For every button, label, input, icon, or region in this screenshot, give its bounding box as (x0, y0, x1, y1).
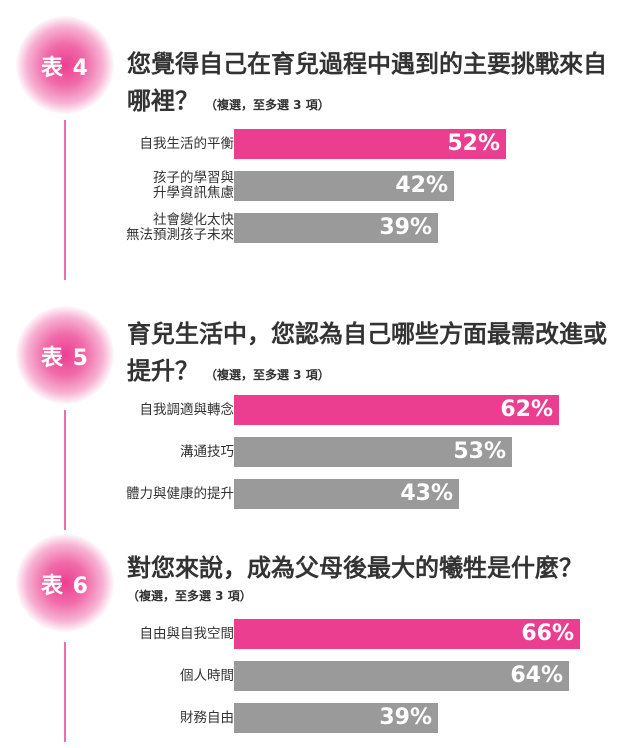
question-title: 育兒生活中，您認為自己哪些方面最需改進或提升？ （複選，至多選 3 項） (127, 316, 627, 394)
question-note: （複選，至多選 3 項） (127, 589, 252, 603)
divider-line (64, 410, 66, 530)
category-label: 自我生活的平衡 (34, 128, 235, 160)
bar: 62% (234, 395, 559, 425)
bar-row: 個人時間 64% (0, 660, 644, 692)
category-label-line: 體力與健康的提升 (126, 485, 234, 502)
category-label-line: 無法預測孩子未來 (126, 227, 234, 243)
bar: 43% (234, 479, 459, 509)
category-label: 自由與自我空間 (34, 618, 235, 650)
bar-row: 自我生活的平衡 52% (0, 128, 644, 160)
question-text: 育兒生活中，您認為自己哪些方面最需改進或提升？ (127, 320, 607, 385)
badge-label: 表 4 (41, 56, 89, 81)
bar: 42% (234, 171, 454, 201)
category-label: 財務自由 (34, 702, 234, 734)
bar-row: 體力與健康的提升 43% (0, 478, 644, 510)
question-text: 對您來說，成為父母後最大的犧牲是什麼？ (127, 554, 583, 582)
category-label-line: 自我生活的平衡 (139, 135, 235, 152)
bar-value-label: 42% (395, 173, 448, 198)
bar-value-label: 66% (521, 621, 574, 646)
category-label-line: 財務自由 (180, 709, 234, 726)
bar-value-label: 62% (500, 397, 553, 422)
category-label-line: 個人時間 (180, 667, 234, 684)
category-label: 溝通技巧 (34, 436, 234, 468)
category-label-line: 自由與自我空間 (139, 625, 235, 642)
category-label-line: 社會變化太快 (153, 212, 234, 228)
category-label: 體力與健康的提升 (34, 478, 234, 510)
bar-value-label: 43% (400, 481, 453, 506)
bar: 39% (234, 213, 438, 243)
badge-label: 表 5 (41, 346, 89, 371)
category-label: 個人時間 (34, 660, 234, 692)
divider-line (64, 120, 66, 280)
bar-value-label: 53% (453, 439, 506, 464)
category-label: 自我調適與轉念 (34, 394, 235, 426)
badge-label: 表 6 (41, 574, 89, 599)
bar-row: 自我調適與轉念 62% (0, 394, 644, 426)
question-title: 您覺得自己在育兒過程中遇到的主要挑戰來自哪裡？ （複選，至多選 3 項） (127, 46, 627, 124)
bar: 52% (234, 129, 506, 159)
question-note: （複選，至多選 3 項） (205, 368, 330, 382)
question-note: （複選，至多選 3 項） (205, 98, 330, 112)
question-text: 您覺得自己在育兒過程中遇到的主要挑戰來自哪裡？ (127, 50, 607, 115)
bar: 64% (234, 661, 569, 691)
bar-value-label: 39% (379, 705, 432, 730)
bar: 39% (234, 703, 438, 733)
bar: 53% (234, 437, 512, 467)
divider-line (64, 642, 66, 742)
bar-row: 孩子的學習與 升學資訊焦慮 42% (0, 170, 644, 202)
bar-value-label: 52% (447, 131, 500, 156)
category-label-line: 溝通技巧 (180, 443, 234, 460)
bar: 66% (234, 619, 580, 649)
bar-value-label: 39% (379, 215, 432, 240)
bar-row: 溝通技巧 53% (0, 436, 644, 468)
category-label: 孩子的學習與 升學資訊焦慮 (34, 170, 234, 202)
category-label-line: 自我調適與轉念 (139, 401, 235, 418)
bar-row: 社會變化太快 無法預測孩子未來 39% (0, 212, 644, 244)
bar-row: 財務自由 39% (0, 702, 644, 734)
category-label: 社會變化太快 無法預測孩子未來 (34, 212, 234, 244)
category-label-line: 孩子的學習與 (153, 170, 234, 186)
table-badge: 表 5 (16, 306, 114, 404)
category-label-line: 升學資訊焦慮 (153, 185, 234, 201)
bar-row: 自由與自我空間 66% (0, 618, 644, 650)
table-badge: 表 4 (16, 16, 114, 114)
table-badge: 表 6 (16, 534, 114, 632)
question-title: 對您來說，成為父母後最大的犧牲是什麼？ (127, 550, 627, 587)
bar-value-label: 64% (510, 663, 563, 688)
